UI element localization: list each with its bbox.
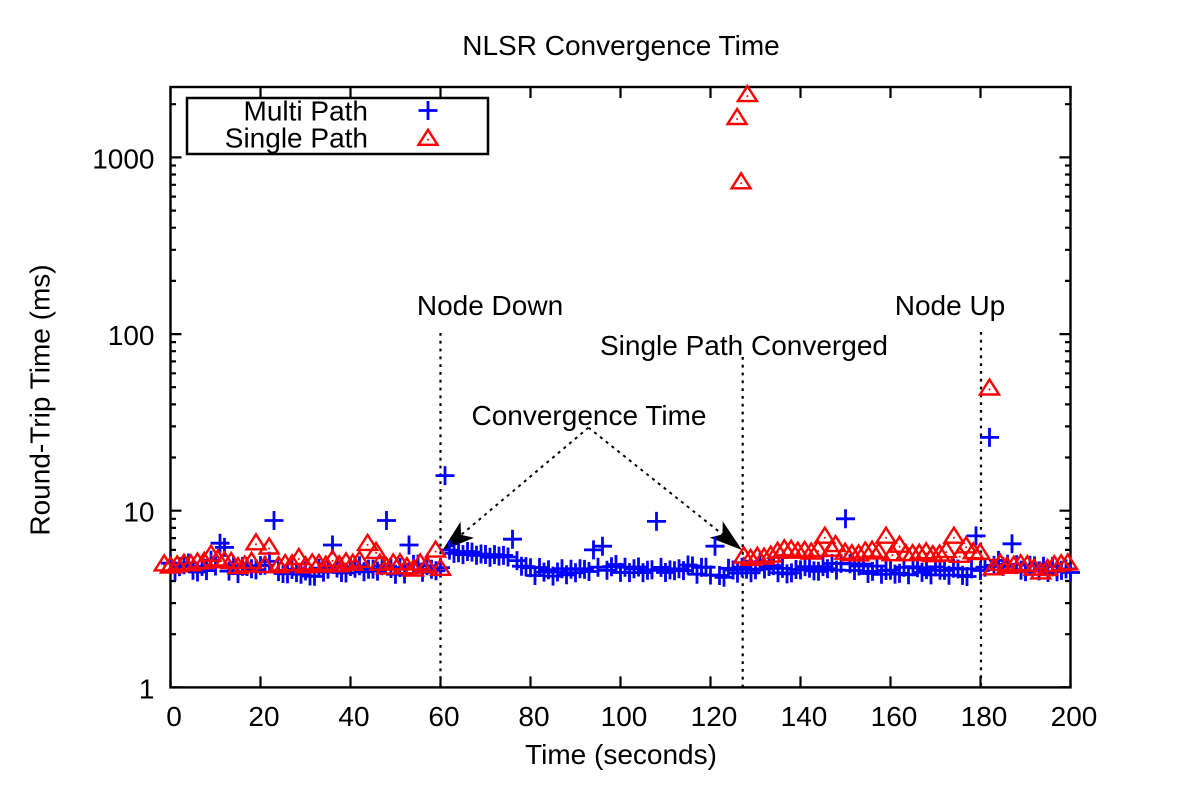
svg-text:Multi Path: Multi Path [244, 96, 369, 127]
svg-text:120: 120 [691, 701, 738, 732]
svg-text:Node Down: Node Down [417, 290, 563, 321]
svg-text:Convergence Time: Convergence Time [471, 400, 706, 431]
svg-text:Node Up: Node Up [895, 290, 1006, 321]
svg-text:Round-Trip Time (ms): Round-Trip Time (ms) [25, 264, 56, 535]
svg-text:200: 200 [1051, 701, 1098, 732]
svg-text:1: 1 [139, 673, 155, 704]
svg-text:140: 140 [781, 701, 828, 732]
svg-text:100: 100 [108, 320, 155, 351]
svg-text:40: 40 [338, 701, 369, 732]
svg-text:10: 10 [123, 497, 154, 528]
svg-text:60: 60 [428, 701, 459, 732]
svg-text:Time (seconds): Time (seconds) [525, 739, 717, 770]
svg-text:160: 160 [871, 701, 918, 732]
svg-text:0: 0 [166, 701, 182, 732]
svg-text:1000: 1000 [92, 143, 154, 174]
svg-text:100: 100 [601, 701, 648, 732]
svg-text:NLSR Convergence Time: NLSR Convergence Time [462, 30, 779, 61]
svg-text:Single Path: Single Path [225, 123, 368, 154]
svg-text:20: 20 [248, 701, 279, 732]
svg-text:Single Path Converged: Single Path Converged [600, 330, 888, 361]
svg-text:80: 80 [518, 701, 549, 732]
svg-text:180: 180 [961, 701, 1008, 732]
